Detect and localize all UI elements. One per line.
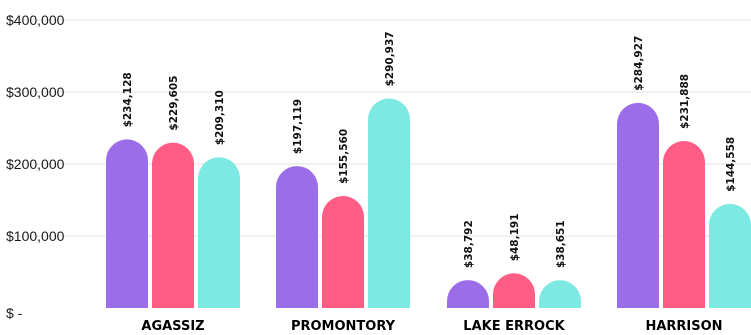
data-label: $197,119 [292,99,304,154]
data-label: $209,310 [214,90,226,145]
bar-promontory-2 [322,195,364,308]
bar-lake-errock-2 [493,273,535,308]
x-category-label: AGASSIZ [141,319,204,334]
data-label: $48,191 [509,213,521,261]
data-labels: $234,128 $197,119 $38,792 $284,927 $229,605 $… [122,31,737,268]
x-category-label: HARRISON [645,319,722,334]
y-tick-label: $300,000 [6,84,65,100]
bars [106,98,751,308]
bar-agassiz-1 [106,139,148,308]
data-label: $231,888 [679,74,691,129]
y-tick-label: $100,000 [6,228,65,244]
data-label: $229,605 [168,76,180,131]
y-tick-label: $ - [6,305,23,321]
bar-agassiz-3 [198,157,240,308]
bar-harrison-1 [617,102,659,308]
axes: $ - $100,000 $200,000 $300,000 $400,000 AGASS… [6,12,723,334]
data-label: $290,937 [384,31,396,86]
data-label: $144,558 [725,137,737,192]
bar-lake-errock-1 [447,280,489,308]
y-tick-label: $200,000 [6,156,65,172]
data-label: $284,927 [633,36,645,91]
bar-lake-errock-3 [539,280,581,308]
bar-harrison-3 [709,203,751,308]
data-label: $155,560 [338,129,350,184]
data-label: $38,792 [463,220,475,268]
data-label: $38,651 [555,220,567,268]
bar-agassiz-2 [152,142,194,308]
x-category-label: LAKE ERROCK [463,319,565,334]
bar-promontory-3 [368,98,410,308]
data-label: $234,128 [122,72,134,127]
y-tick-label: $400,000 [6,12,65,28]
bar-promontory-1 [276,166,318,308]
bar-harrison-2 [663,141,705,308]
x-category-label: PROMONTORY [291,319,396,334]
